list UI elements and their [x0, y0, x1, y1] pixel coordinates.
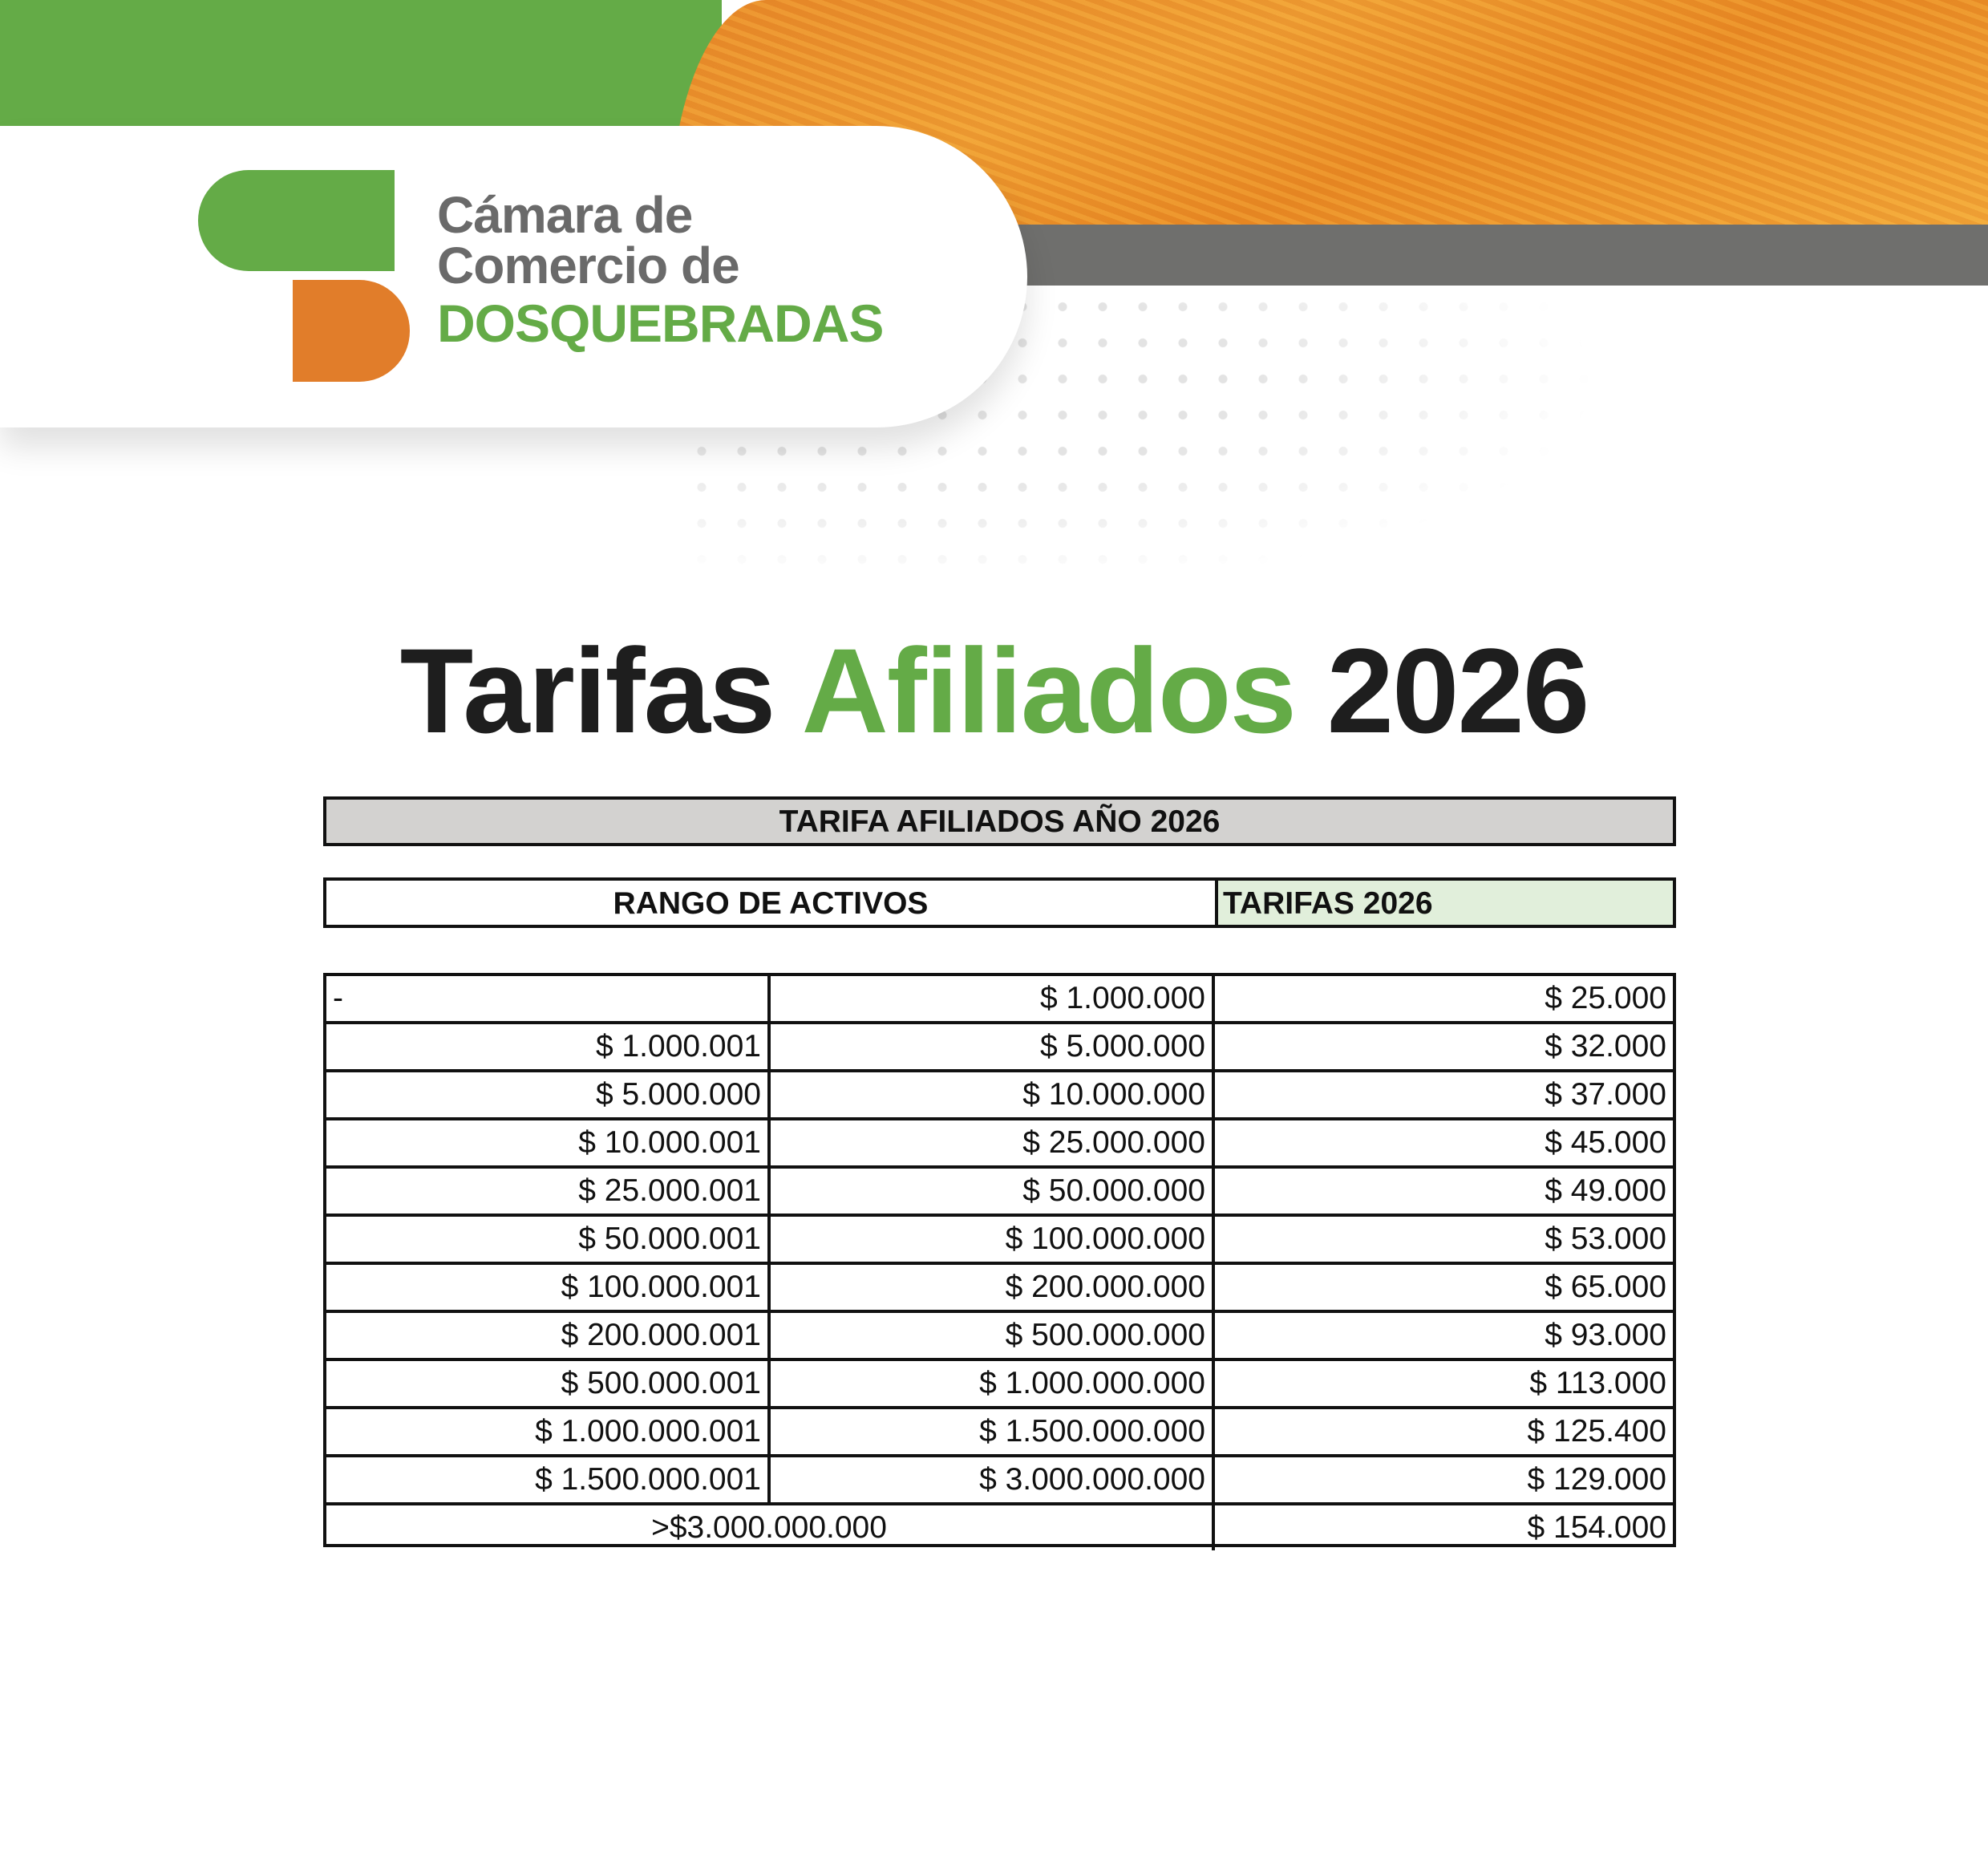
table-row: >$3.000.000.000 $ 154.000 [326, 1505, 1673, 1550]
range-to-cell: $ 1.500.000.000 [771, 1409, 1215, 1454]
fee-cell: $ 25.000 [1545, 981, 1666, 1015]
fee-cell: $ 129.000 [1527, 1462, 1666, 1497]
logo-text-line1: Cámara de [437, 186, 693, 244]
range-to-cell: $ 1.000.000 [771, 976, 1215, 1021]
header-range: RANGO DE ACTIVOS [326, 881, 1218, 925]
table-header: RANGO DE ACTIVOS TARIFAS 2026 [323, 877, 1676, 928]
title-part3: 2026 [1326, 623, 1590, 758]
range-from-cell: $ 25.000.001 [326, 1169, 771, 1214]
range-from-cell: $ 1.500.000.001 [326, 1457, 771, 1502]
range-to-cell: $ 10.000.000 [771, 1072, 1215, 1117]
range-from-cell: $ 50.000.001 [326, 1217, 771, 1262]
page-title: Tarifas Afiliados 2026 [0, 622, 1988, 760]
range-from-cell: $ 200.000.001 [326, 1313, 771, 1358]
fee-cell: $ 154.000 [1527, 1510, 1666, 1545]
table-row: $ 5.000.000 $ 10.000.000 $ 37.000 [326, 1072, 1673, 1120]
table-caption: TARIFA AFILIADOS AÑO 2026 [323, 796, 1676, 846]
range-from-cell: $ 100.000.001 [326, 1265, 771, 1310]
table-row: $ 200.000.001 $ 500.000.000 $ 93.000 [326, 1313, 1673, 1361]
title-part1: Tarifas [399, 623, 776, 758]
range-from-cell: - [326, 976, 771, 1021]
range-from-cell: $ 500.000.001 [326, 1361, 771, 1406]
range-from-cell: $ 1.000.000.001 [326, 1409, 771, 1454]
fee-cell: $ 37.000 [1545, 1077, 1666, 1112]
header-fee: TARIFAS 2026 [1218, 881, 1673, 925]
table-row: $ 10.000.001 $ 25.000.000 $ 45.000 [326, 1120, 1673, 1169]
header-gray-band [962, 225, 1988, 286]
fee-cell: $ 32.000 [1545, 1029, 1666, 1064]
table-row: $ 500.000.001 $ 1.000.000.000 $ 113.000 [326, 1361, 1673, 1409]
table-row: $ 1.500.000.001 $ 3.000.000.000 $ 129.000 [326, 1457, 1673, 1505]
table-row: $ 25.000.001 $ 50.000.000 $ 49.000 [326, 1169, 1673, 1217]
fee-table: - $ 1.000.000 $ 25.000 $ 1.000.001 $ 5.000.0… [323, 973, 1676, 1550]
range-to-cell: $ 500.000.000 [771, 1313, 1215, 1358]
logo-mark-green [198, 170, 395, 271]
logo-text-line2: Comercio de [437, 237, 740, 294]
fee-cell: $ 49.000 [1545, 1173, 1666, 1208]
table-row: - $ 1.000.000 $ 25.000 [326, 976, 1673, 1024]
fee-cell: $ 93.000 [1545, 1318, 1666, 1352]
range-merged-cell: >$3.000.000.000 [326, 1505, 1215, 1550]
header-green-band [0, 0, 722, 126]
range-to-cell: $ 25.000.000 [771, 1120, 1215, 1165]
range-to-cell: $ 50.000.000 [771, 1169, 1215, 1214]
range-to-cell: $ 1.000.000.000 [771, 1361, 1215, 1406]
range-from-cell: $ 1.000.001 [326, 1024, 771, 1069]
range-from-cell: $ 10.000.001 [326, 1120, 771, 1165]
fee-cell: $ 113.000 [1529, 1366, 1666, 1400]
title-part2: Afiliados [801, 623, 1297, 758]
fee-cell: $ 45.000 [1545, 1125, 1666, 1160]
fee-cell: $ 125.400 [1527, 1414, 1666, 1449]
logo-text-line3: DOSQUEBRADAS [437, 294, 884, 353]
range-to-cell: $ 5.000.000 [771, 1024, 1215, 1069]
fee-cell: $ 65.000 [1545, 1270, 1666, 1304]
table-row: $ 50.000.001 $ 100.000.000 $ 53.000 [326, 1217, 1673, 1265]
logo-mark-orange [293, 280, 410, 382]
range-from-cell: $ 5.000.000 [326, 1072, 771, 1117]
range-to-cell: $ 3.000.000.000 [771, 1457, 1215, 1502]
table-row: $ 1.000.001 $ 5.000.000 $ 32.000 [326, 1024, 1673, 1072]
range-to-cell: $ 200.000.000 [771, 1265, 1215, 1310]
logo-panel [0, 126, 1027, 427]
fee-cell: $ 53.000 [1545, 1222, 1666, 1256]
range-to-cell: $ 100.000.000 [771, 1217, 1215, 1262]
table-row: $ 1.000.000.001 $ 1.500.000.000 $ 125.400 [326, 1409, 1673, 1457]
table-row: $ 100.000.001 $ 200.000.000 $ 65.000 [326, 1265, 1673, 1313]
